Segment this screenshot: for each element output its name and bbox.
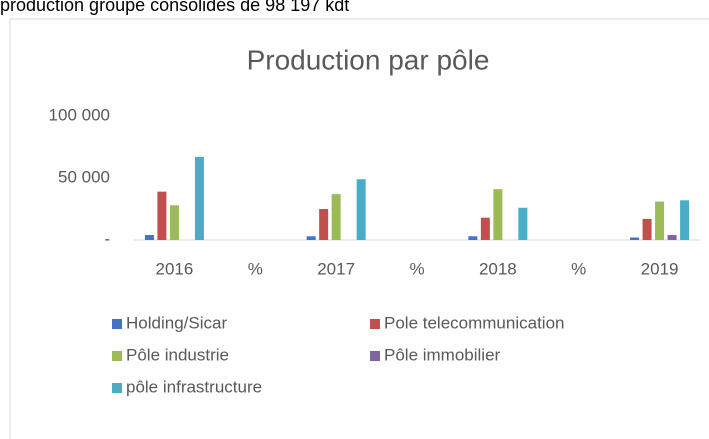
legend-swatch <box>370 351 380 361</box>
page-text: production groupe consolidés de 98 197 k… <box>0 0 349 15</box>
chart-title: Production par pôle <box>247 44 490 75</box>
x-tick-label: 2016 <box>156 259 194 278</box>
legend-swatch <box>112 383 122 393</box>
y-tick-label: 50 000 <box>58 167 110 186</box>
legend-swatch <box>370 319 380 329</box>
legend-label: Pôle immobilier <box>384 345 501 364</box>
bar <box>642 218 652 240</box>
y-tick-label: - <box>104 229 110 248</box>
bar <box>144 235 154 240</box>
legend-label: Pole telecommunication <box>384 313 564 332</box>
legend-swatch <box>112 351 122 361</box>
bar <box>518 207 528 240</box>
bar <box>655 201 665 240</box>
bar <box>630 237 640 240</box>
bar <box>157 191 167 240</box>
x-tick-label: 2019 <box>641 259 679 278</box>
x-tick-label: 2017 <box>317 259 355 278</box>
x-tick-label: % <box>571 259 586 278</box>
bar <box>493 189 503 240</box>
y-tick-label: 100 000 <box>49 105 110 124</box>
bar <box>468 236 478 240</box>
bar <box>169 205 179 240</box>
x-tick-label: % <box>409 259 424 278</box>
legend-swatch <box>112 319 122 329</box>
x-tick-label: 2018 <box>479 259 517 278</box>
legend-label: Holding/Sicar <box>126 313 227 332</box>
bar <box>194 156 204 240</box>
bar <box>356 179 366 240</box>
legend-label: pôle infrastructure <box>126 377 262 396</box>
bar <box>306 236 316 240</box>
bar <box>480 217 490 240</box>
legend-label: Pôle industrie <box>126 345 229 364</box>
bar <box>680 200 690 240</box>
bar <box>667 235 677 240</box>
x-tick-label: % <box>248 259 263 278</box>
bar <box>319 209 329 240</box>
bar <box>331 194 341 240</box>
